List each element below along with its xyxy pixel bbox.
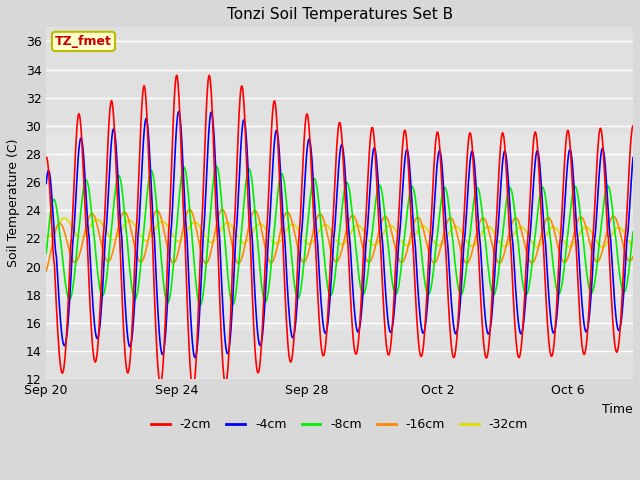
Bar xyxy=(46,133,633,330)
-2cm xyxy=(181,233,189,239)
-2cm xyxy=(376,237,384,243)
Title: Tonzi Soil Temperatures Set B: Tonzi Soil Temperatures Set B xyxy=(227,7,452,22)
-4cm xyxy=(289,335,296,340)
-32cm xyxy=(181,232,189,238)
-16cm xyxy=(186,206,193,212)
Line: -8cm: -8cm xyxy=(46,167,633,305)
-8cm xyxy=(180,164,188,170)
-8cm xyxy=(257,278,265,284)
-32cm xyxy=(64,217,72,223)
-4cm xyxy=(376,210,384,216)
-16cm xyxy=(63,240,71,245)
-32cm xyxy=(61,215,68,221)
-2cm xyxy=(63,318,71,324)
-32cm xyxy=(629,243,637,249)
-4cm xyxy=(42,180,50,186)
-16cm xyxy=(42,268,50,274)
-32cm xyxy=(42,233,50,239)
-4cm xyxy=(175,108,182,114)
Legend: -2cm, -4cm, -8cm, -16cm, -32cm: -2cm, -4cm, -8cm, -16cm, -32cm xyxy=(146,413,533,436)
-2cm xyxy=(173,72,180,78)
-2cm xyxy=(289,352,296,358)
-32cm xyxy=(376,238,383,243)
-4cm xyxy=(518,331,525,336)
-16cm xyxy=(257,222,264,228)
-32cm xyxy=(257,221,264,227)
-4cm xyxy=(629,155,637,160)
-16cm xyxy=(180,220,188,226)
-4cm xyxy=(191,355,199,360)
-8cm xyxy=(42,250,50,256)
-8cm xyxy=(376,182,384,188)
-2cm xyxy=(629,123,637,129)
-2cm xyxy=(518,341,525,347)
-2cm xyxy=(42,155,50,160)
-2cm xyxy=(257,347,265,353)
-16cm xyxy=(288,217,296,223)
-16cm xyxy=(517,226,525,231)
Line: -2cm: -2cm xyxy=(46,75,633,389)
-8cm xyxy=(629,229,637,235)
-32cm xyxy=(517,224,525,229)
-8cm xyxy=(63,292,71,298)
-16cm xyxy=(376,227,383,232)
-2cm xyxy=(189,386,197,392)
-4cm xyxy=(181,204,189,210)
-4cm xyxy=(257,341,265,347)
-8cm xyxy=(289,263,296,269)
-32cm xyxy=(288,221,296,227)
Line: -32cm: -32cm xyxy=(46,218,633,247)
-16cm xyxy=(629,253,637,259)
-32cm xyxy=(598,244,606,250)
Line: -16cm: -16cm xyxy=(46,209,633,271)
Text: TZ_fmet: TZ_fmet xyxy=(55,35,112,48)
-4cm xyxy=(63,328,71,334)
-8cm xyxy=(212,164,220,169)
Line: -4cm: -4cm xyxy=(46,111,633,358)
Y-axis label: Soil Temperature (C): Soil Temperature (C) xyxy=(7,139,20,267)
-8cm xyxy=(196,302,204,308)
-8cm xyxy=(518,271,525,277)
X-axis label: Time: Time xyxy=(602,403,633,416)
